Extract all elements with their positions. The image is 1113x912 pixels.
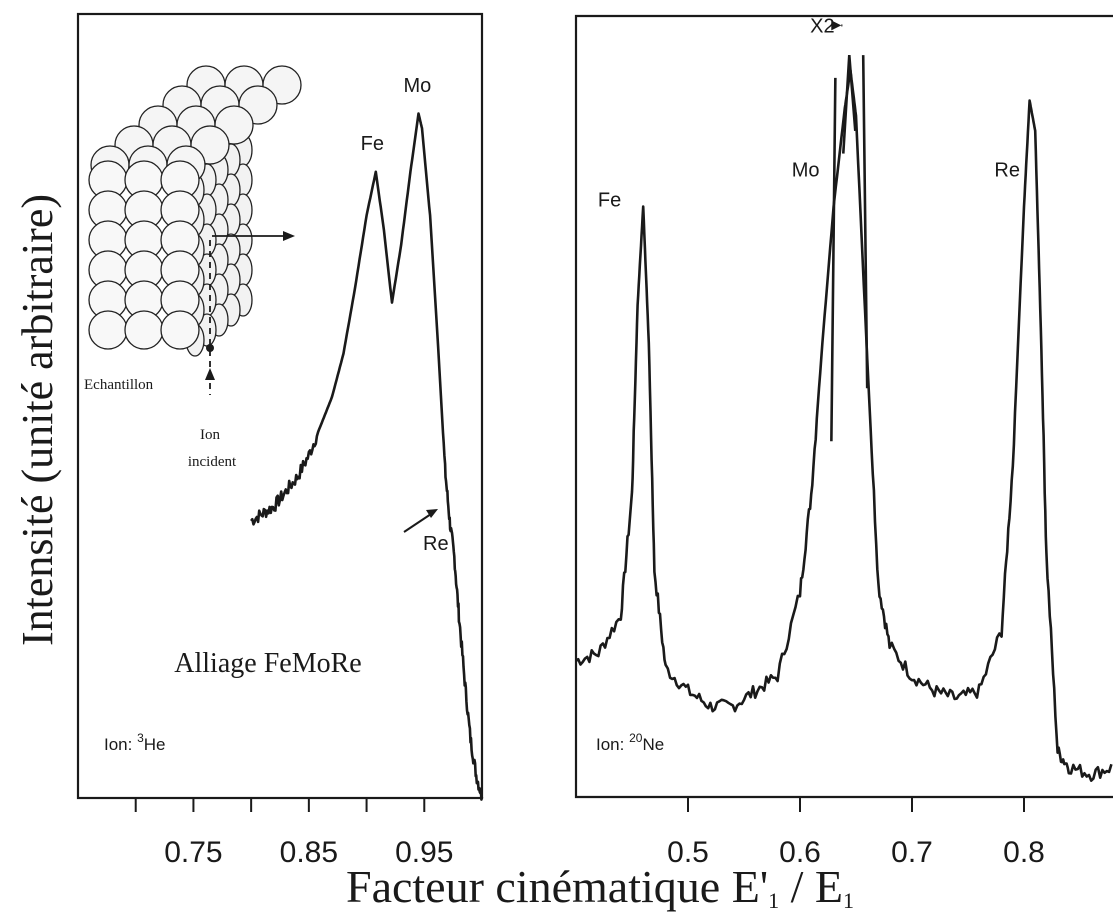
right-x-tick-label: 0.5 xyxy=(667,836,709,869)
right-x-ticks: 0.5 0.6 0.7 0.8 xyxy=(667,797,1045,869)
right-peak-label: Mo xyxy=(792,159,820,181)
right-x-tick-label: 0.8 xyxy=(1003,836,1045,869)
right-panel-frame xyxy=(574,14,1113,799)
right-peak-label: Re xyxy=(994,159,1020,181)
left-panel-frame xyxy=(76,12,484,800)
right-peak-label: X2 xyxy=(810,15,834,37)
left-panel: 0.75 0.85 0.95 Fe Mo Re Alliage FeMoRe Ion: … xyxy=(76,12,484,869)
lattice-front-atom xyxy=(88,310,128,350)
sample-label: Echantillon xyxy=(84,377,154,393)
right-x2-magnified-peak xyxy=(830,55,869,442)
left-x-tick-label: 0.85 xyxy=(280,836,338,869)
left-spectrum-line xyxy=(250,112,484,801)
right-annotations: Fe Mo Re X2 xyxy=(598,15,1020,211)
right-ion-label: Ion: 20Ne xyxy=(596,731,664,754)
lattice-front-atom xyxy=(124,310,164,350)
re-arrow-line xyxy=(403,511,435,533)
left-ion-label: Ion: 3He xyxy=(104,731,166,754)
lattice-front-atom xyxy=(160,310,200,350)
left-x-ticks: 0.75 0.85 0.95 xyxy=(134,797,453,869)
y-axis-label: Intensité (unité arbitraire) xyxy=(13,194,62,646)
x2-arrow-head xyxy=(831,20,842,31)
re-arrow-head xyxy=(426,509,438,518)
left-x-tick-label: 0.75 xyxy=(164,836,222,869)
ion-label-1: Ion xyxy=(200,427,220,443)
left-x-tick-label: 0.95 xyxy=(395,836,453,869)
scattered-ion-arrow-head xyxy=(283,231,295,241)
left-peak-label: Mo xyxy=(403,75,431,97)
incident-ion-dot xyxy=(206,344,214,352)
left-annotations: Fe Mo Re xyxy=(361,75,449,555)
right-x-tick-label: 0.6 xyxy=(779,836,821,869)
right-panel: 0.5 0.6 0.7 0.8 Fe Mo Re X2 Ion: 20Ne xyxy=(574,14,1113,869)
right-peak-label: Fe xyxy=(598,190,621,212)
left-peak-label: Re xyxy=(423,533,449,555)
left-panel-title: Alliage FeMoRe xyxy=(174,648,361,679)
x-axis-label: Facteur cinématique E'1 / E1 xyxy=(346,861,854,912)
right-spectrum-line xyxy=(575,69,1113,782)
sample-lattice-illustration xyxy=(88,65,302,395)
incident-ion-arrow-head xyxy=(205,368,215,380)
ion-label-2: incident xyxy=(188,454,237,470)
left-peak-label: Fe xyxy=(361,133,384,155)
right-x-tick-label: 0.7 xyxy=(891,836,933,869)
